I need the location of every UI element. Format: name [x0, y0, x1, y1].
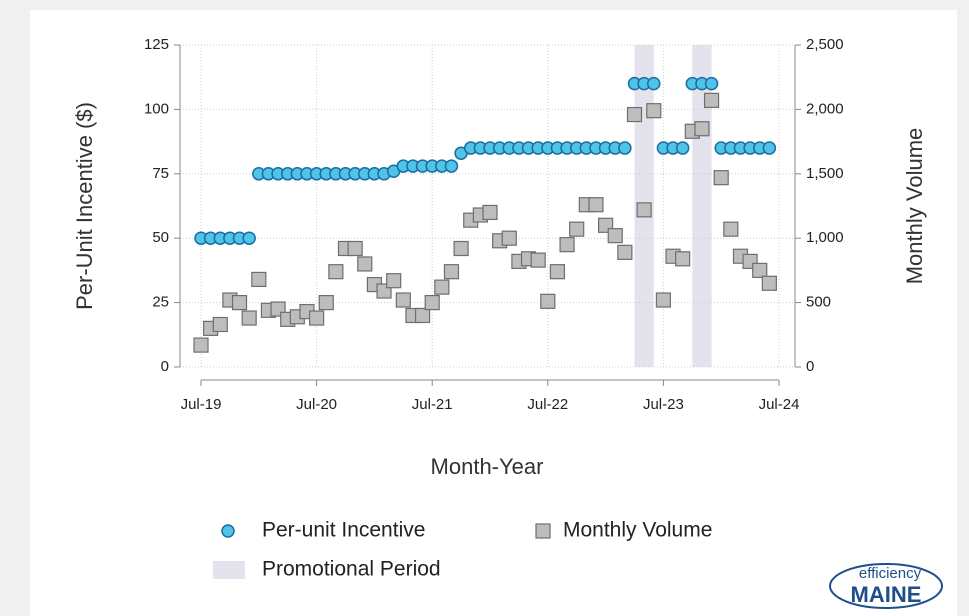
volume-point: [453, 240, 469, 257]
logo: efficiency MAINE: [829, 563, 943, 609]
legend-marker: [213, 561, 245, 579]
incentive-point: [675, 141, 690, 155]
legend-label: Monthly Volume: [563, 519, 712, 542]
volume-point: [424, 295, 440, 311]
volume-point: [414, 307, 431, 324]
volume-point: [752, 262, 768, 278]
incentive-point: [704, 76, 719, 91]
volume-point: [328, 264, 344, 280]
volume-point: [626, 106, 643, 123]
volume-point: [607, 228, 623, 244]
volume-point: [694, 121, 710, 137]
x-tick-label: Jul-23: [643, 396, 684, 413]
y-tick-label: 100: [144, 100, 169, 117]
incentive-point: [618, 141, 632, 155]
volume-point: [703, 92, 720, 108]
volume-point: [569, 221, 585, 237]
volume-point: [193, 337, 209, 353]
volume-point: [713, 170, 729, 186]
x-axis-title: Month-Year: [431, 454, 544, 479]
volume-point: [241, 310, 257, 326]
volume-point: [434, 279, 450, 295]
y-tick-label: 50: [152, 229, 169, 246]
y-tick-label: 25: [152, 294, 169, 311]
volume-point: [357, 256, 373, 272]
volume-point: [318, 295, 334, 311]
volume-point: [251, 271, 267, 288]
volume-point: [617, 244, 633, 260]
volume-point: [386, 273, 402, 289]
y-axis-title: Per-Unit Incentive ($): [72, 102, 97, 310]
x-tick-label: Jul-21: [412, 396, 453, 413]
volume-point: [530, 252, 546, 268]
x-tick-label: Jul-20: [296, 396, 337, 413]
volume-point: [549, 264, 566, 280]
x-tick-label: Jul-24: [759, 396, 800, 413]
incentive-point: [762, 141, 777, 155]
legend-label: Promotional Period: [262, 558, 441, 581]
legend-marker: [221, 524, 235, 538]
chart-background: [30, 10, 957, 616]
x-tick-label: Jul-22: [527, 396, 568, 413]
volume-point: [588, 197, 604, 213]
volume-point: [482, 204, 498, 221]
incentive-point: [444, 159, 459, 173]
y2-tick-label: 1,000: [806, 229, 844, 246]
volume-point: [212, 316, 228, 333]
volume-point: [395, 292, 411, 308]
y2-tick-label: 500: [806, 294, 831, 311]
volume-point: [655, 292, 672, 308]
volume-point: [646, 103, 662, 119]
volume-point: [675, 251, 691, 267]
y2-tick-label: 0: [806, 358, 814, 375]
y-tick-label: 125: [144, 36, 169, 53]
logo-top: efficiency: [859, 565, 922, 582]
y-tick-label: 0: [161, 358, 169, 375]
volume-point: [443, 264, 460, 280]
volume-point: [347, 240, 363, 257]
y2-axis-title: Monthly Volume: [902, 128, 927, 285]
y2-tick-label: 2,500: [806, 36, 844, 53]
volume-point: [723, 221, 739, 237]
volume-point: [761, 275, 777, 291]
legend-marker: [535, 523, 551, 539]
legend-label: Per-unit Incentive: [262, 519, 425, 542]
volume-point: [309, 310, 325, 326]
logo-ring: [829, 563, 943, 609]
y-tick-label: 75: [152, 165, 169, 182]
volume-point: [501, 230, 517, 246]
y2-tick-label: 1,500: [806, 165, 844, 182]
volume-point: [231, 295, 248, 311]
logo-bottom: MAINE: [851, 582, 922, 607]
x-tick-label: Jul-19: [181, 396, 222, 413]
volume-point: [540, 293, 556, 309]
volume-point: [636, 202, 652, 218]
y2-tick-label: 2,000: [806, 100, 844, 117]
incentive-point: [242, 231, 256, 245]
incentive-point: [647, 76, 661, 91]
volume-point: [559, 237, 575, 253]
